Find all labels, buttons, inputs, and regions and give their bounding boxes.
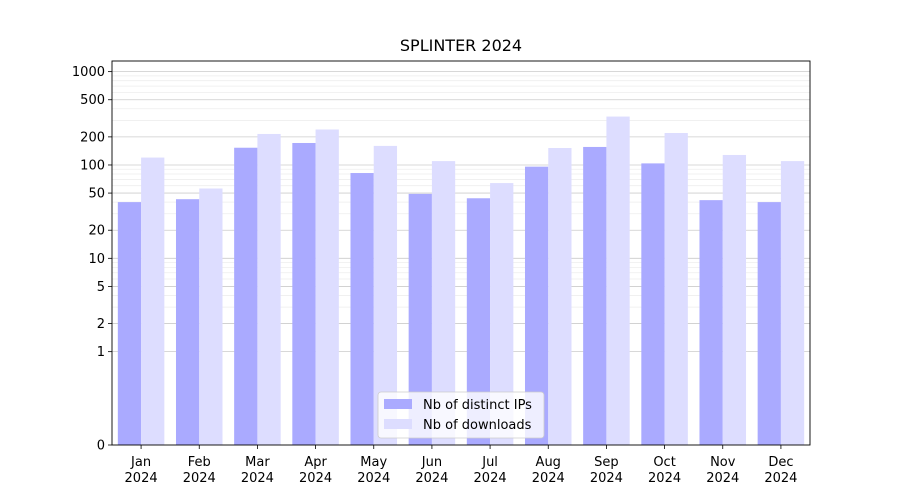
bar-distinct-ips [583,146,607,445]
x-tick-label: 2024 [590,471,623,486]
y-tick-label: 500 [80,93,105,108]
x-tick-label: 2024 [474,471,507,486]
x-tick-label: Jul [481,455,498,470]
plot-frame [111,60,811,446]
x-tick-label: 2024 [241,471,274,486]
bar-distinct-ips [350,173,374,445]
bar-downloads [722,154,747,445]
bar-downloads [780,161,805,446]
x-tick-label: Feb [188,455,211,470]
x-tick-label: 2024 [648,471,681,486]
x-tick-label: 2024 [415,471,448,486]
x-tick-label: Apr [304,455,327,470]
bar-distinct-ips [292,142,316,445]
y-tick-label: 100 [80,158,105,173]
y-tick-label: 0 [97,439,105,454]
bar-downloads [664,133,688,445]
legend-box [377,391,545,439]
y-tick-label: 2 [97,317,105,332]
y-tick-label: 10 [88,252,105,267]
bar-distinct-ips [524,166,549,445]
x-tick-label: Mar [245,455,270,470]
bar-distinct-ips [757,202,781,445]
x-tick-label: 2024 [125,471,158,486]
legend: Nb of distinct IPs Nb of downloads [377,391,545,439]
bar-distinct-ips [408,193,432,445]
bar-distinct-ips [175,199,200,445]
x-tick-label: Sep [594,455,619,470]
legend-label: Nb of distinct IPs [423,398,532,413]
bar-downloads [490,183,514,446]
y-tick-label: 1 [97,345,105,360]
x-tick-label: 2024 [532,471,565,486]
legend-swatch [384,399,412,409]
bar-downloads [141,157,165,446]
bar-downloads [315,129,339,445]
y-tick-label: 5 [97,280,105,295]
x-tick-label: 2024 [764,471,797,486]
bar-distinct-ips [234,147,258,445]
bar-distinct-ips [641,163,665,446]
bar-downloads [257,133,281,445]
x-tick-label: Oct [653,455,675,470]
y-tick-label: 200 [80,130,105,145]
grid-lines [112,71,810,353]
bar-downloads [431,161,456,446]
legend-swatch [384,419,412,429]
x-tick-label: Jun [421,455,442,470]
bar-downloads [373,145,398,445]
bars [117,116,805,446]
y-tick-label: 50 [88,187,105,202]
x-tick-label: 2024 [183,471,216,486]
bar-downloads [548,148,572,445]
x-tick-label: Dec [768,455,793,470]
x-tick-label: 2024 [357,471,390,486]
x-tick-label: May [360,455,387,470]
bar-distinct-ips [466,198,491,445]
chart-title: SPLINTER 2024 [400,36,522,55]
bar-distinct-ips [117,202,142,445]
x-tick-label: Jan [130,455,151,470]
legend-label: Nb of downloads [423,418,532,433]
y-tick-label: 1000 [72,65,105,80]
bar-distinct-ips [699,200,723,445]
bar-downloads [199,188,223,445]
x-tick-label: 2024 [706,471,739,486]
axes: 01251020501002005001000Jan2024Feb2024Mar… [72,60,811,486]
x-tick-label: Nov [710,455,736,470]
bar-downloads [606,116,630,445]
x-tick-label: 2024 [299,471,332,486]
x-tick-label: Aug [536,455,561,470]
y-tick-label: 20 [88,224,105,239]
plot-area [112,61,810,445]
